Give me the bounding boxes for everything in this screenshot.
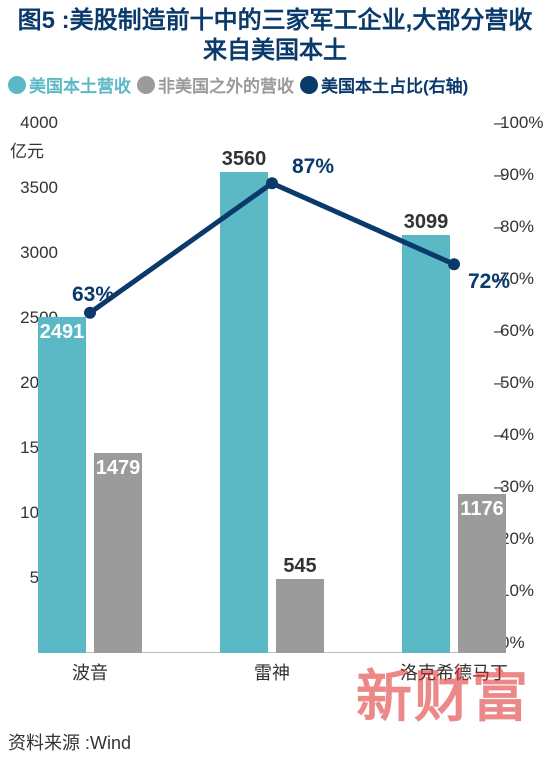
legend-swatch xyxy=(137,76,155,94)
x-tick-label: 洛克希德马丁 xyxy=(400,659,508,685)
legend-item: 美国本土营收 xyxy=(8,72,131,97)
x-tick-label: 雷神 xyxy=(254,659,290,685)
line-marker xyxy=(266,177,278,189)
legend-item: 非美国之外的营收 xyxy=(137,72,294,97)
legend-item: 美国本土占比(右轴) xyxy=(300,72,468,97)
trend-line xyxy=(90,183,454,313)
chart-title: 图5 :美股制造前十中的三家军工企业,大部分营收来自美国本土 xyxy=(0,0,550,70)
y-right-tick: 90% xyxy=(500,165,550,185)
y-right-tick: 10% xyxy=(500,581,550,601)
line-marker xyxy=(448,258,460,270)
y-right-tick: 50% xyxy=(500,373,550,393)
line-layer xyxy=(60,113,484,653)
y-left-tick: 3500 xyxy=(0,178,58,198)
y-left-tick: 4000 xyxy=(0,113,58,133)
y-right-tick: 80% xyxy=(500,217,550,237)
legend-swatch xyxy=(300,76,318,94)
y-right-tick: 100% xyxy=(500,113,550,133)
x-axis: 波音雷神洛克希德马丁 xyxy=(60,659,484,687)
chart-legend: 美国本土营收 非美国之外的营收 美国本土占比(右轴) xyxy=(0,70,550,103)
y-left-tick: 3000 xyxy=(0,243,58,263)
line-marker xyxy=(84,307,96,319)
y-right-tick: 30% xyxy=(500,477,550,497)
line-value-label: 63% xyxy=(72,283,114,307)
legend-label: 非美国之外的营收 xyxy=(158,72,294,97)
legend-swatch xyxy=(8,76,26,94)
line-value-label: 87% xyxy=(292,155,334,179)
line-value-label: 72% xyxy=(468,270,510,294)
y-right-tick: 0% xyxy=(500,633,550,653)
x-tick-label: 波音 xyxy=(72,659,108,685)
y-right-tick: 20% xyxy=(500,529,550,549)
data-source: 资料来源 :Wind xyxy=(8,729,131,755)
chart-area: 40003500300025002000150010005000 亿元 100%… xyxy=(0,103,550,693)
plot-region: 24913560309914795451176 63%87%72% xyxy=(60,113,484,653)
y-left-unit: 亿元 xyxy=(10,137,44,162)
y-right-tick: 60% xyxy=(500,321,550,341)
y-right-tick: 40% xyxy=(500,425,550,445)
legend-label: 美国本土占比(右轴) xyxy=(321,72,468,97)
legend-label: 美国本土营收 xyxy=(29,72,131,97)
